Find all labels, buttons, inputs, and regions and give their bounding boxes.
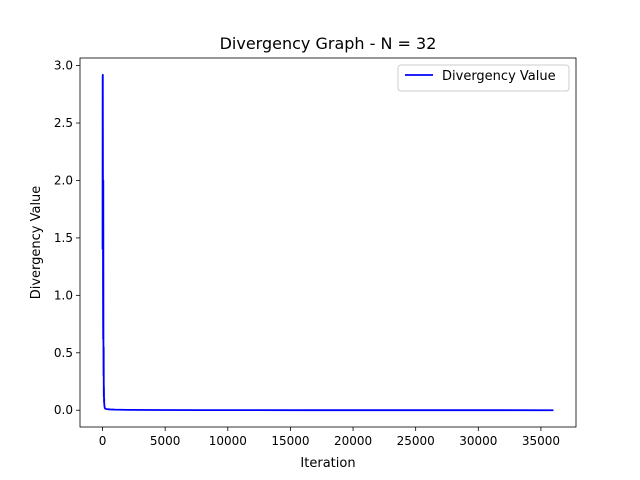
x-tick-label: 20000 <box>334 434 372 448</box>
x-axis-label: Iteration <box>300 456 355 471</box>
legend-frame <box>397 64 570 92</box>
x-tick-label: 5000 <box>150 434 181 448</box>
legend: Divergency Value <box>397 64 570 92</box>
data-layer <box>101 73 554 412</box>
y-tick-label: 1.0 <box>54 288 73 302</box>
x-tick-label: 35000 <box>522 434 560 448</box>
y-tick-label: 1.5 <box>54 231 73 245</box>
x-tick-label: 0 <box>99 434 107 448</box>
plot-area <box>79 57 577 428</box>
legend-label-divergency-value: Divergency Value <box>442 69 556 84</box>
y-tick-label: 2.0 <box>54 173 73 187</box>
x-tick-label: 30000 <box>459 434 497 448</box>
y-tick-label: 3.0 <box>54 59 73 73</box>
y-axis: 0.0 0.5 1.0 1.5 2.0 2.5 3.0 <box>54 59 80 417</box>
x-tick-label: 25000 <box>397 434 435 448</box>
y-axis-label: Divergency Value <box>29 186 44 300</box>
y-tick-label: 2.5 <box>54 116 73 130</box>
plot-background <box>80 58 576 427</box>
x-tick-label: 15000 <box>271 434 309 448</box>
x-axis: 0 5000 10000 15000 20000 25000 30000 35000 <box>99 427 560 448</box>
y-tick-label: 0.5 <box>54 346 73 360</box>
series-line-divergency-value <box>101 73 554 412</box>
x-tick-label: 10000 <box>209 434 247 448</box>
plot-frame <box>79 57 577 428</box>
y-tick-label: 0.0 <box>54 403 73 417</box>
chart-title: Divergency Graph - N = 32 <box>220 34 437 53</box>
